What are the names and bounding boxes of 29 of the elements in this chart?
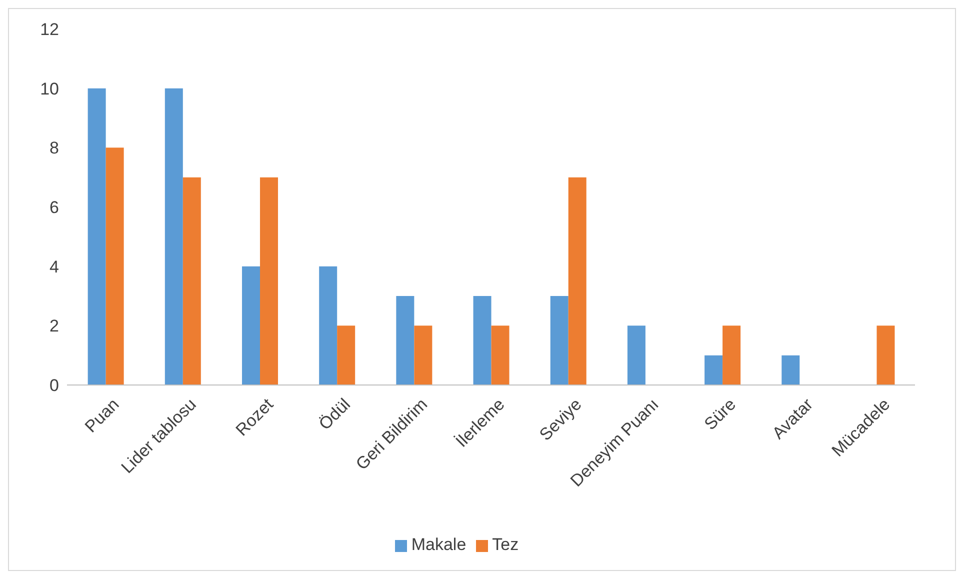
x-tick-label: Süre bbox=[700, 394, 740, 434]
y-tick-label: 12 bbox=[40, 20, 59, 40]
y-tick-label: 0 bbox=[50, 376, 59, 396]
bar bbox=[491, 326, 510, 385]
bar bbox=[704, 355, 723, 385]
legend-label: Makale bbox=[411, 535, 466, 554]
bar bbox=[414, 326, 432, 385]
legend-label: Tez bbox=[492, 535, 519, 554]
bar bbox=[337, 326, 356, 385]
bar bbox=[627, 326, 646, 385]
bar bbox=[396, 296, 414, 385]
bar bbox=[106, 148, 124, 385]
bar bbox=[182, 177, 201, 385]
bar bbox=[260, 177, 278, 385]
bar bbox=[319, 266, 338, 385]
bar bbox=[164, 88, 183, 385]
bar bbox=[242, 266, 260, 385]
bar bbox=[722, 326, 741, 385]
bar bbox=[876, 326, 895, 385]
bar bbox=[88, 88, 106, 385]
y-tick-label: 8 bbox=[50, 138, 59, 158]
bar bbox=[782, 355, 800, 385]
y-tick-label: 6 bbox=[50, 198, 59, 218]
bar bbox=[473, 296, 492, 385]
y-tick-label: 4 bbox=[50, 257, 59, 276]
y-tick-label: 10 bbox=[40, 79, 59, 98]
y-tick-label: 2 bbox=[50, 316, 59, 336]
bar bbox=[568, 177, 586, 385]
bar bbox=[550, 296, 568, 385]
